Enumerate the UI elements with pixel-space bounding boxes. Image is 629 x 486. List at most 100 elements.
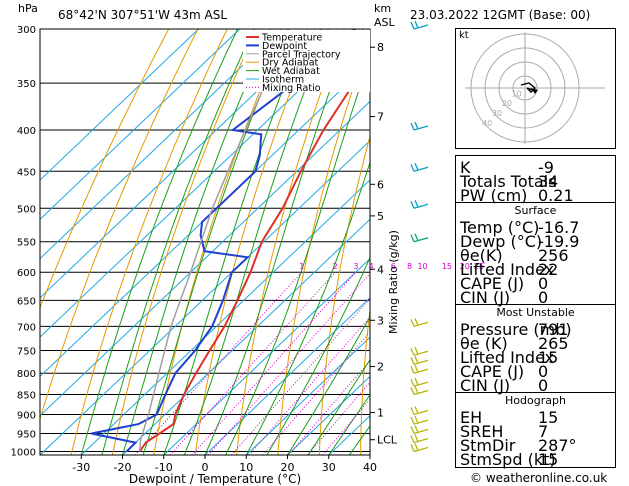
x-tick-label: 10 <box>239 461 253 474</box>
wind-barb-flag <box>414 377 419 386</box>
isotherm-line <box>204 297 370 455</box>
dry-adiabat-line <box>40 29 170 310</box>
wind-barb <box>413 350 429 356</box>
wind-barb <box>413 166 429 172</box>
wind-barb-flag <box>414 364 419 373</box>
wet-adiabat-line <box>307 358 370 455</box>
dry-adiabat-line <box>623 29 629 455</box>
mixing-ratio-label: 8 <box>407 262 412 271</box>
pressure-tick-label: 300 <box>17 25 36 36</box>
hodograph-storm-motion <box>531 88 538 94</box>
wind-barb-flag <box>410 426 415 434</box>
mixing-ratio-line <box>262 331 370 455</box>
km-unit: km <box>374 2 392 15</box>
wind-barb-flag <box>410 347 415 356</box>
legend-label: Isotherm <box>262 75 304 86</box>
wind-barb <box>413 389 429 396</box>
wind-barb-flag <box>414 356 419 364</box>
mixing-ratio-label: 25 <box>474 262 484 271</box>
surface-heading: Surface <box>514 204 557 217</box>
pressure-tick-label: 450 <box>17 167 36 178</box>
indices-table: K -9 Totals Totals 34 PW (cm) 0.21 Surface … <box>455 155 616 469</box>
km-tick-label: 7 <box>377 111 384 124</box>
wind-barb-flag <box>410 416 415 425</box>
mixing-ratio-line <box>169 271 336 455</box>
dry-adiabat-line <box>277 36 370 455</box>
pressure-tick-label: 350 <box>17 79 36 90</box>
temperature-line <box>138 63 370 453</box>
hodograph-unit: kt <box>459 30 469 41</box>
unstable-row: θe (K) 265 <box>460 334 569 353</box>
km-tick-label: LCL <box>377 434 398 447</box>
wet-adiabat-line <box>266 256 370 455</box>
isotherm-line <box>122 218 370 455</box>
wind-barb-flag <box>414 20 419 29</box>
surface-row: CIN (J) 0 <box>460 288 549 307</box>
mixing-ratio-axis-label: Mixing Ratio (g/kg) <box>387 230 400 334</box>
wind-barb-flag <box>410 387 415 395</box>
km-tick-label: 1 <box>377 407 384 420</box>
wind-barb-flag <box>410 435 415 443</box>
km-tick-label: 3 <box>377 314 384 327</box>
mixing-ratio-line <box>248 316 370 455</box>
dry-adiabat-line <box>360 305 370 455</box>
km-tick-label: 6 <box>377 178 384 191</box>
pressure-tick-label: 600 <box>17 268 36 279</box>
surface-row: θe(K) 256 <box>460 246 569 265</box>
footer-credit[interactable]: © weatheronline.co.uk <box>470 471 608 485</box>
dry-adiabat-line <box>318 134 370 455</box>
hodograph-ring-label: 20 <box>502 99 512 108</box>
isotherm-line <box>163 257 370 455</box>
unstable-row: CIN (J) 0 <box>460 376 549 395</box>
hodograph-ring-label: 40 <box>482 119 492 128</box>
wind-barb-flag <box>410 378 415 387</box>
pressure-tick-label: 950 <box>17 430 36 441</box>
hodograph-heading: Hodograph <box>505 394 566 407</box>
index-row: PW (cm) 0.21 <box>460 186 574 205</box>
wind-barb-flag <box>414 318 419 326</box>
hodo-row: EH 15 <box>460 408 559 427</box>
wind-barb-flag <box>414 121 419 130</box>
wind-barb-flag <box>410 21 415 30</box>
hodograph-ring-label: 30 <box>492 109 502 118</box>
km-tick-label: 4 <box>377 263 384 276</box>
mixing-ratio-label: 4 <box>369 262 374 271</box>
wind-barb <box>413 24 429 30</box>
wet-adiabat-line <box>328 393 370 455</box>
pressure-tick-label: 700 <box>17 322 36 333</box>
wet-adiabat-line <box>80 29 239 455</box>
wind-barb-flag <box>414 233 419 241</box>
wet-adiabat-line <box>122 29 271 455</box>
surface-row: Temp (°C) -16.7 <box>460 218 580 237</box>
wet-adiabat-line <box>225 56 370 455</box>
hpa-unit: hPa <box>18 2 38 15</box>
isotherm-line <box>40 61 370 378</box>
wind-barb-flag <box>414 346 419 355</box>
isotherm-line <box>287 375 370 455</box>
surface-row: Dewp (°C) -19.9 <box>460 232 580 251</box>
wet-adiabat-line <box>287 316 370 455</box>
x-axis-label: Dewpoint / Temperature (°C) <box>129 472 301 486</box>
legend-label: Parcel Trajectory <box>262 49 341 60</box>
mixing-ratio-line <box>288 359 370 455</box>
wind-barb-flag <box>410 365 415 374</box>
pressure-tick-label: 650 <box>17 296 36 307</box>
legend-label: Dewpoint <box>262 41 307 52</box>
hodo-row: StmSpd (kt) 15 <box>460 450 559 469</box>
pressure-tick-label: 1000 <box>11 448 36 459</box>
isotherm-line <box>40 100 370 417</box>
wind-barb-flag <box>414 200 419 208</box>
wind-barb <box>413 368 429 374</box>
unstable-row: Pressure (mb) 791 <box>460 320 572 339</box>
unstable-heading: Most Unstable <box>496 306 575 319</box>
legend-label: Dry Adiabat <box>262 58 319 69</box>
wet-adiabat-line <box>142 29 289 455</box>
isotherm-line <box>40 29 282 260</box>
mixing-ratio-label: 1 <box>299 262 304 271</box>
wind-barb-flag <box>410 201 415 209</box>
wind-barb <box>413 203 429 209</box>
wind-barb-flag <box>414 406 419 414</box>
x-tick-label: 0 <box>202 461 209 474</box>
